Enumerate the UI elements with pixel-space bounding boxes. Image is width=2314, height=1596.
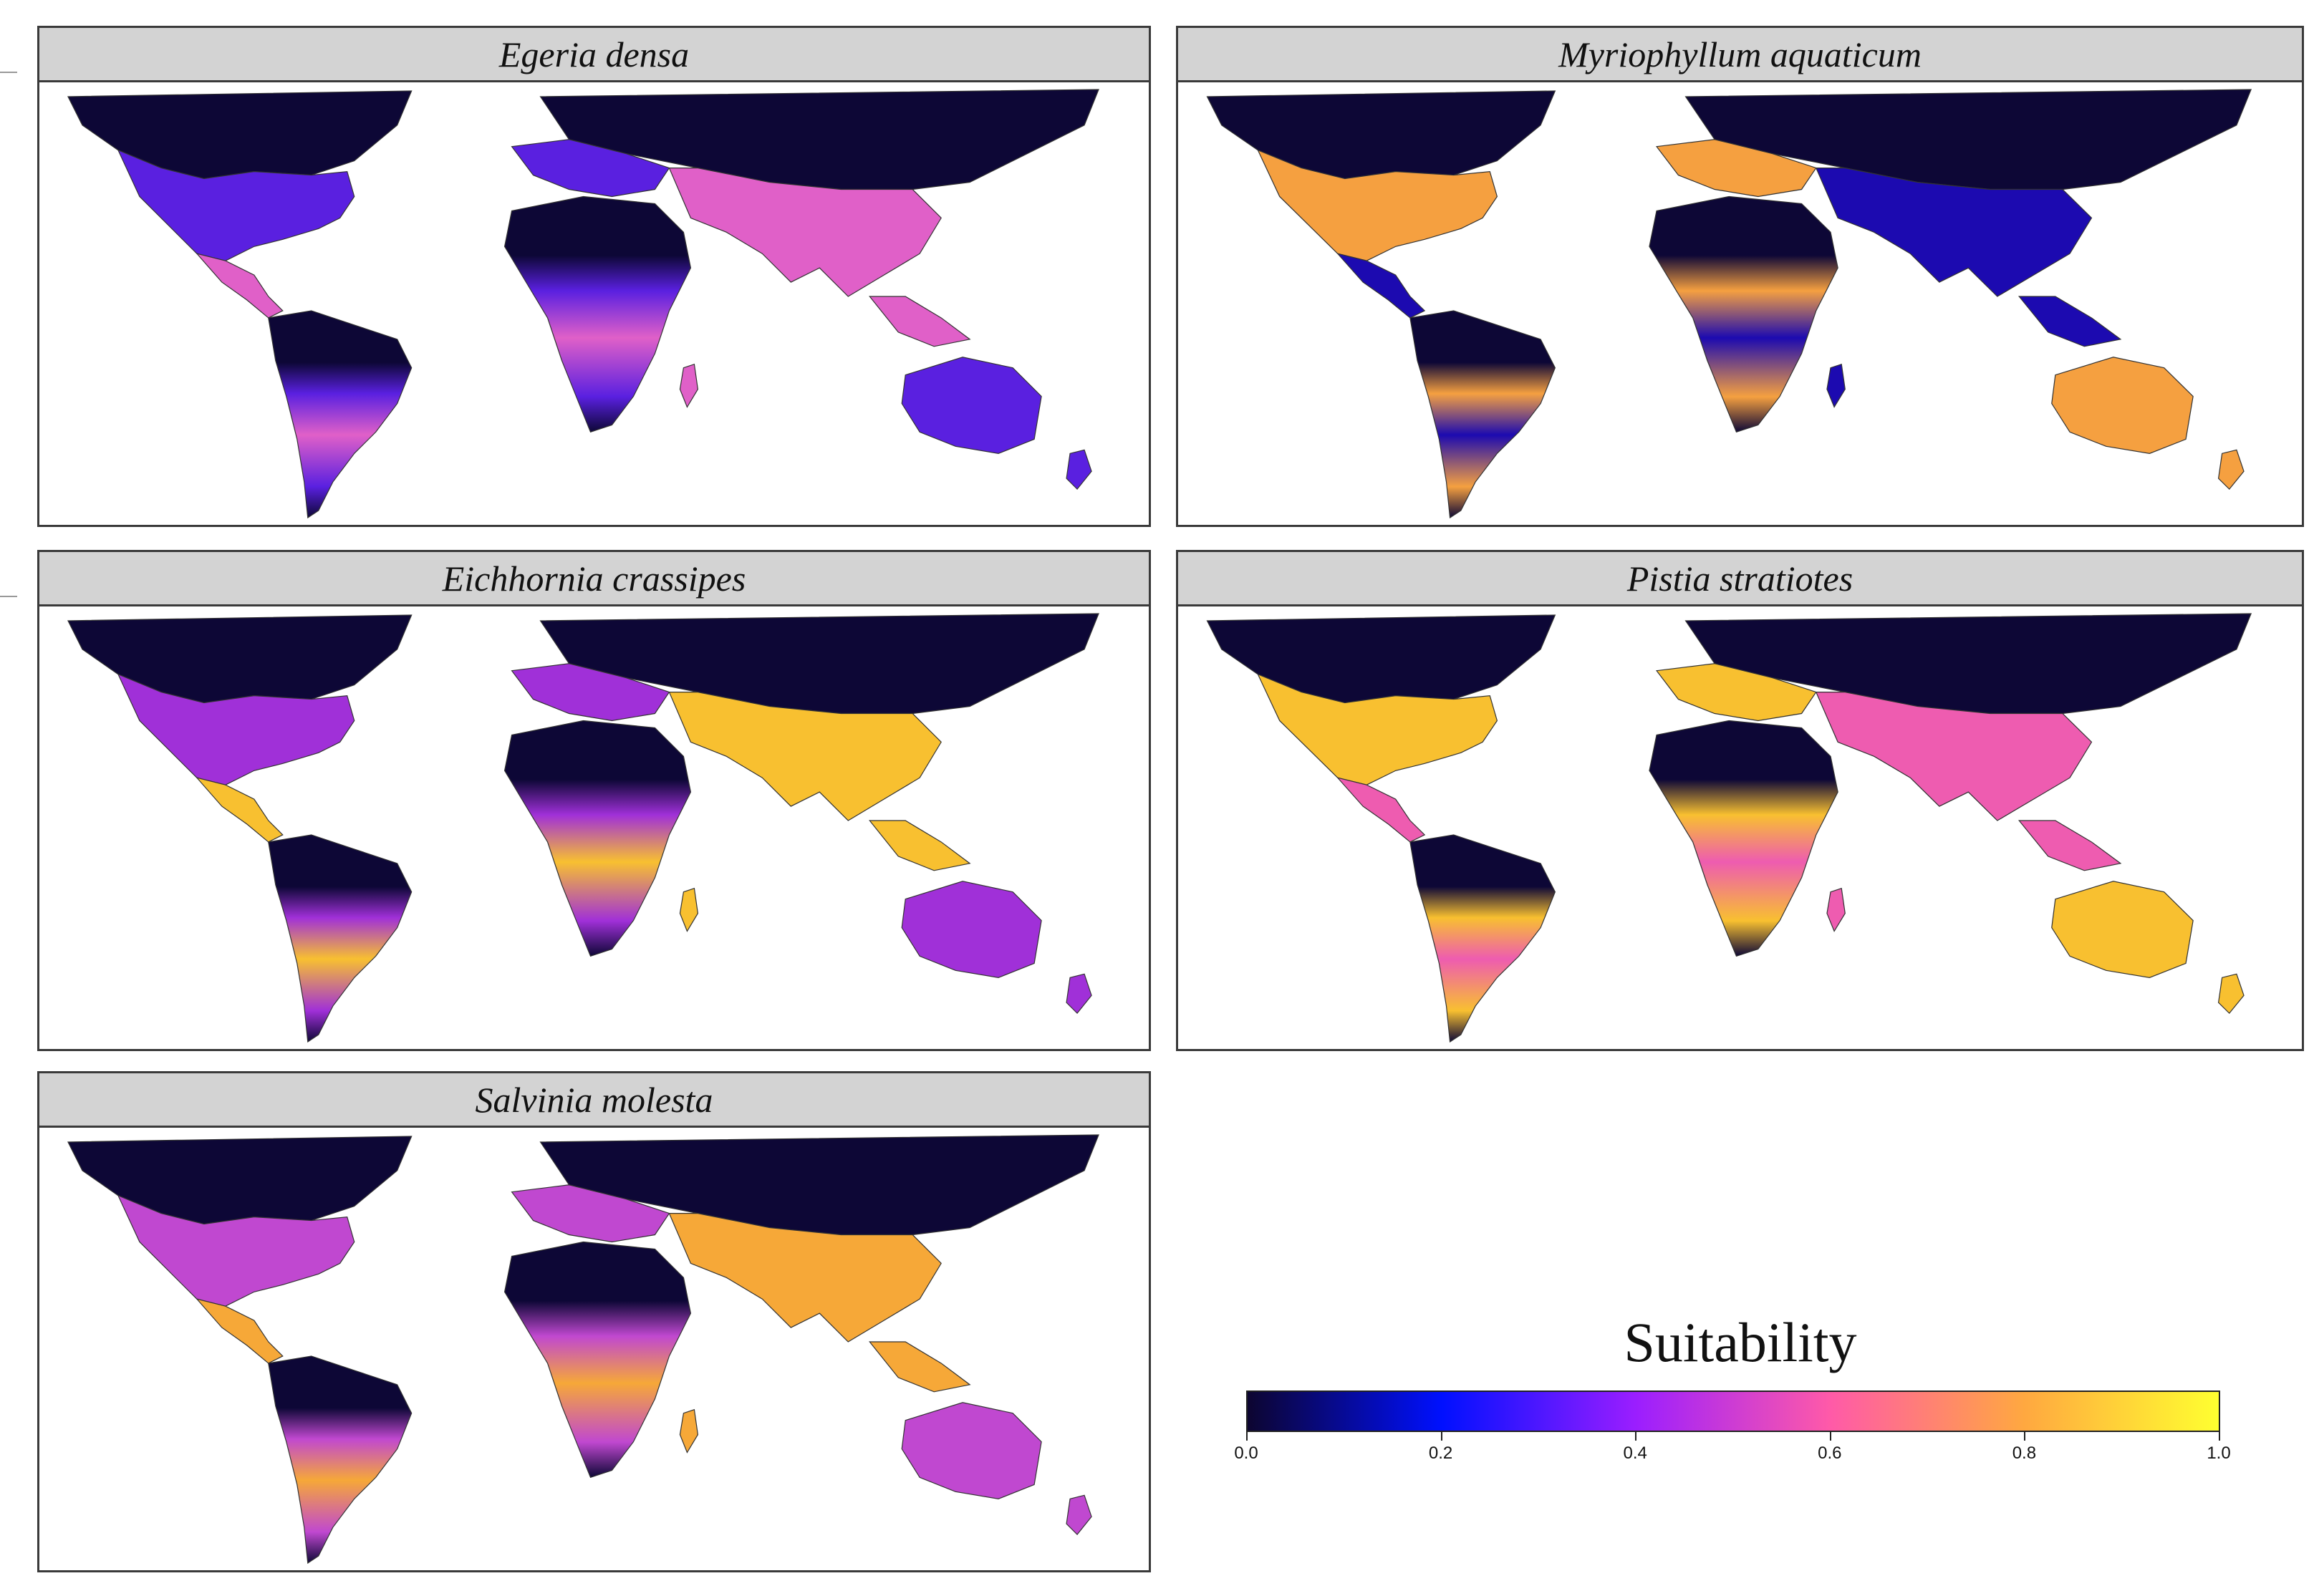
panel-title: Eichhornia crassipes bbox=[442, 558, 746, 599]
landmass-south-america bbox=[268, 1355, 413, 1564]
world-map-svg bbox=[1206, 89, 2252, 519]
landmass-australia bbox=[2051, 881, 2194, 978]
landmass-north-america-polar bbox=[67, 90, 413, 180]
landmass-asia-south bbox=[668, 168, 942, 297]
landmass-australia bbox=[901, 357, 1042, 454]
side-mark-top bbox=[0, 72, 17, 73]
landmass-south-america bbox=[268, 834, 413, 1043]
landmass-asia-south bbox=[1815, 168, 2093, 297]
legend-title: Suitability bbox=[1624, 1311, 1857, 1373]
panel-myriophyllum-aquaticum: Myriophyllum aquaticum bbox=[1176, 26, 2304, 527]
landmass-north-america-south bbox=[117, 149, 355, 261]
panel-header: Myriophyllum aquaticum bbox=[1178, 28, 2302, 82]
landmass-madagascar bbox=[1826, 363, 1846, 408]
legend-tick-label: 0.4 bbox=[1623, 1443, 1647, 1463]
landmass-asia-south bbox=[1815, 692, 2093, 821]
landmass-new-zealand bbox=[2217, 973, 2245, 1015]
suitability-map bbox=[1178, 606, 2302, 1049]
legend-tick-label: 0.8 bbox=[2012, 1443, 2037, 1463]
panel-eichhornia-crassipes: Eichhornia crassipes bbox=[37, 550, 1151, 1051]
landmass-southeast-asia bbox=[869, 296, 971, 347]
world-map-svg bbox=[67, 89, 1099, 519]
panel-salvinia-molesta: Salvinia molesta bbox=[37, 1071, 1151, 1572]
panel-header: Pistia stratiotes bbox=[1178, 552, 2302, 606]
landmass-europe bbox=[1655, 139, 1817, 198]
legend-colorbar bbox=[1246, 1391, 2220, 1432]
landmass-north-america-polar bbox=[67, 1136, 413, 1225]
landmass-southeast-asia bbox=[869, 820, 971, 871]
landmass-south-america bbox=[268, 310, 413, 519]
legend-tick-label: 0.0 bbox=[1234, 1443, 1258, 1463]
landmass-central-america bbox=[196, 777, 284, 843]
landmass-new-zealand bbox=[1066, 449, 1092, 490]
landmass-southeast-asia bbox=[2017, 820, 2122, 871]
suitability-map bbox=[39, 82, 1149, 525]
landmass-south-america bbox=[1409, 834, 1556, 1043]
landmass-north-america-south bbox=[117, 673, 355, 785]
landmass-madagascar bbox=[679, 887, 699, 932]
landmass-australia bbox=[901, 1402, 1042, 1499]
legend-tick-mark bbox=[1829, 1432, 1831, 1441]
legend-tick-mark bbox=[1246, 1432, 1248, 1441]
legend-tick-label: 1.0 bbox=[2207, 1443, 2231, 1463]
legend-tick-mark bbox=[2024, 1432, 2026, 1441]
landmass-africa bbox=[1649, 720, 1838, 957]
landmass-africa bbox=[503, 1241, 692, 1479]
legend-tick-mark bbox=[1635, 1432, 1637, 1441]
landmass-south-america bbox=[1409, 310, 1556, 519]
panel-title: Pistia stratiotes bbox=[1626, 558, 1853, 599]
world-map-svg bbox=[1206, 613, 2252, 1043]
landmass-africa bbox=[503, 720, 692, 957]
landmass-australia bbox=[901, 881, 1042, 978]
suitability-map bbox=[39, 1128, 1149, 1570]
landmass-madagascar bbox=[679, 1408, 699, 1454]
legend-tick-label: 0.2 bbox=[1428, 1443, 1453, 1463]
landmass-central-america bbox=[1336, 253, 1426, 319]
landmass-north-america-polar bbox=[67, 614, 413, 704]
side-mark-middle bbox=[0, 596, 17, 597]
panel-pistia-stratiotes: Pistia stratiotes bbox=[1176, 550, 2304, 1051]
panel-header: Eichhornia crassipes bbox=[39, 552, 1149, 606]
landmass-europe bbox=[1655, 663, 1817, 722]
landmass-europe bbox=[511, 139, 670, 198]
world-map-svg bbox=[67, 1134, 1099, 1564]
landmass-madagascar bbox=[679, 363, 699, 408]
legend-tick-label: 0.6 bbox=[1818, 1443, 1842, 1463]
legend-tick-mark bbox=[2219, 1432, 2220, 1441]
panel-header: Egeria densa bbox=[39, 28, 1149, 82]
landmass-africa bbox=[503, 195, 692, 433]
landmass-southeast-asia bbox=[869, 1341, 971, 1393]
landmass-central-america bbox=[1336, 777, 1426, 843]
landmass-southeast-asia bbox=[2017, 296, 2122, 347]
landmass-north-america-south bbox=[117, 1194, 355, 1307]
landmass-australia bbox=[2051, 357, 2194, 454]
panel-title: Egeria densa bbox=[498, 34, 690, 74]
landmass-new-zealand bbox=[2217, 449, 2245, 490]
panel-title: Salvinia molesta bbox=[475, 1079, 713, 1120]
landmass-new-zealand bbox=[1066, 1494, 1092, 1536]
landmass-asia-south bbox=[668, 1213, 942, 1343]
panel-egeria-densa: Egeria densa bbox=[37, 26, 1151, 527]
landmass-central-america bbox=[196, 1298, 284, 1364]
landmass-madagascar bbox=[1826, 887, 1846, 932]
landmass-europe bbox=[511, 1184, 670, 1243]
landmass-north-america-south bbox=[1257, 149, 1498, 261]
landmass-north-america-south bbox=[1257, 673, 1498, 785]
legend-tick-mark bbox=[1440, 1432, 1442, 1441]
suitability-legend: Suitability 0.0 0.2 0.4 0.6 0.8 1.0 bbox=[1234, 1310, 2235, 1475]
suitability-map bbox=[1178, 82, 2302, 525]
landmass-europe bbox=[511, 663, 670, 722]
landmass-north-america-polar bbox=[1206, 614, 1556, 704]
panel-header: Salvinia molesta bbox=[39, 1073, 1149, 1128]
landmass-africa bbox=[1649, 195, 1838, 433]
world-map-svg bbox=[67, 613, 1099, 1043]
panel-title: Myriophyllum aquaticum bbox=[1558, 34, 1922, 74]
landmass-asia-south bbox=[668, 692, 942, 821]
landmass-new-zealand bbox=[1066, 973, 1092, 1015]
suitability-map bbox=[39, 606, 1149, 1049]
landmass-north-america-polar bbox=[1206, 90, 1556, 180]
landmass-central-america bbox=[196, 253, 284, 319]
